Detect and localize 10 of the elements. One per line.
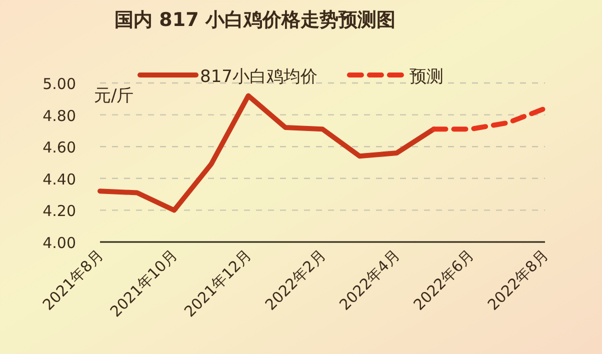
y-tick-label: 4.60	[42, 138, 76, 157]
legend-label: 预测	[409, 67, 444, 87]
y-tick-label: 4.80	[42, 106, 76, 125]
y-tick-label: 5.00	[42, 75, 76, 93]
y-axis-title: 元/斤	[94, 86, 134, 106]
legend-label: 817小白鸡均价	[200, 67, 318, 87]
y-tick-label: 4.40	[42, 170, 76, 188]
y-tick-label: 4.00	[42, 234, 76, 252]
y-tick-label: 4.20	[42, 202, 76, 220]
chart-title: 国内 817 小白鸡价格走势预测图	[114, 9, 396, 31]
